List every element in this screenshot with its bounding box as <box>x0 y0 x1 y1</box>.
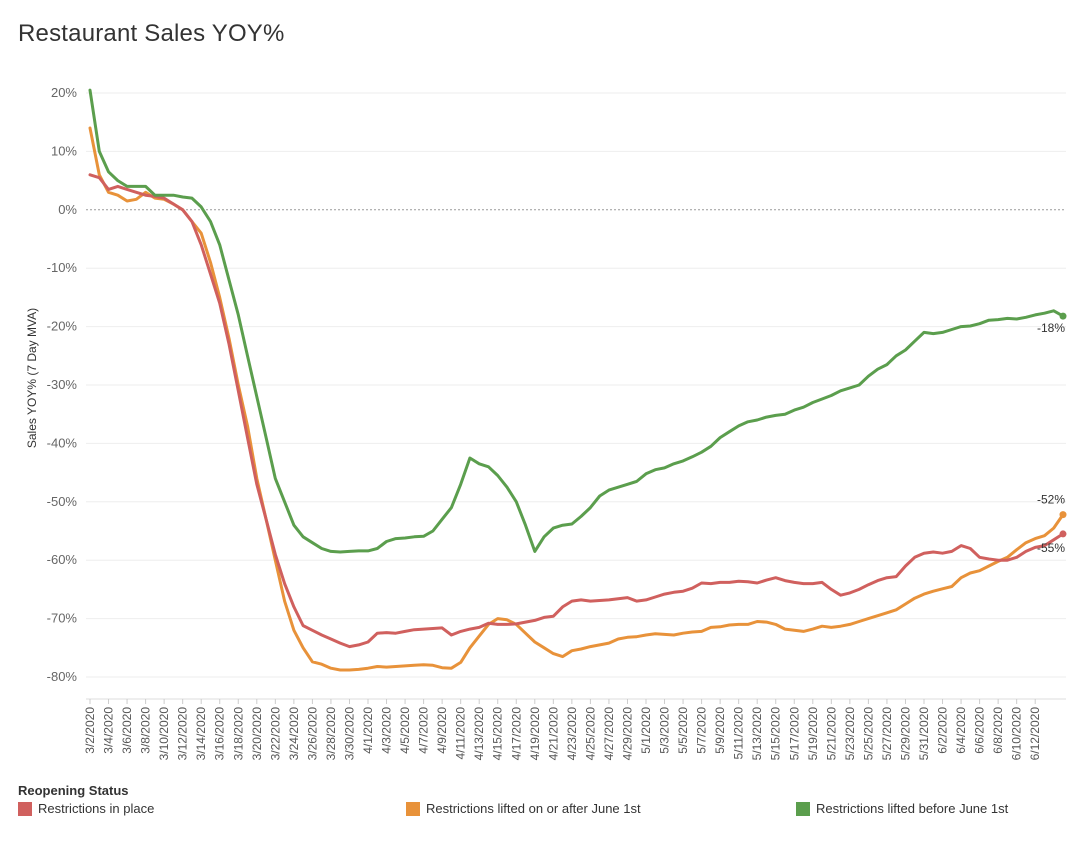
x-tick-label: 5/23/2020 <box>843 707 857 761</box>
x-tick-label: 5/19/2020 <box>806 707 820 761</box>
x-tick-label: 5/3/2020 <box>658 707 672 754</box>
series-end-point[interactable] <box>1059 530 1067 538</box>
series-line[interactable] <box>88 173 1065 649</box>
legend-title: Reopening Status <box>18 783 129 798</box>
x-tick-label: 5/25/2020 <box>861 707 875 761</box>
x-tick-label: 4/9/2020 <box>435 707 449 754</box>
x-tick-label: 3/10/2020 <box>157 707 171 761</box>
series-end-label: -18% <box>1037 321 1065 335</box>
x-tick-label: 4/1/2020 <box>361 707 375 754</box>
x-tick-label: 4/5/2020 <box>398 707 412 754</box>
x-tick-label: 3/2/2020 <box>83 707 97 754</box>
x-tick-label: 3/20/2020 <box>250 707 264 761</box>
x-tick-label: 4/29/2020 <box>620 707 634 761</box>
x-tick-label: 3/22/2020 <box>268 707 282 761</box>
y-tick-label: -80% <box>47 669 78 684</box>
x-tick-label: 5/27/2020 <box>880 707 894 761</box>
x-tick-label: 5/5/2020 <box>676 707 690 754</box>
x-tick-label: 4/3/2020 <box>380 707 394 754</box>
legend-item-restrictions-in-place[interactable]: Restrictions in place <box>18 801 154 816</box>
legend-label: Restrictions lifted on or after June 1st <box>426 801 641 816</box>
x-tick-label: 6/4/2020 <box>954 707 968 754</box>
x-tick-label: 3/14/2020 <box>194 707 208 761</box>
y-tick-label: -70% <box>47 611 78 626</box>
x-tick-label: 4/13/2020 <box>472 707 486 761</box>
x-tick-label: 4/15/2020 <box>491 707 505 761</box>
x-tick-label: 5/1/2020 <box>639 707 653 754</box>
x-tick-label: 3/6/2020 <box>120 707 134 754</box>
series-end-label: -52% <box>1037 493 1065 507</box>
x-tick-label: 4/25/2020 <box>583 707 597 761</box>
x-tick-label: 6/10/2020 <box>1010 707 1024 761</box>
x-tick-label: 5/9/2020 <box>713 707 727 754</box>
x-tick-label: 4/11/2020 <box>454 707 468 760</box>
y-axis: 20% 10% 0% -10% -20% -30% -40% -50% -60% -70% -80% <box>47 85 78 684</box>
x-tick-label: 4/27/2020 <box>602 707 616 761</box>
series-end-point[interactable] <box>1059 312 1067 320</box>
x-tick-label: 3/24/2020 <box>287 707 301 761</box>
x-tick-label: 3/26/2020 <box>305 707 319 761</box>
x-tick-label: 5/21/2020 <box>824 707 838 761</box>
y-tick-label: 10% <box>51 143 77 158</box>
series-end-label: -55% <box>1037 541 1065 555</box>
legend-label: Restrictions lifted before June 1st <box>816 801 1009 816</box>
y-tick-label: 0% <box>58 202 77 217</box>
y-tick-label: -50% <box>47 494 78 509</box>
x-tick-label: 3/28/2020 <box>324 707 338 761</box>
line-chart: 20% 10% 0% -10% -20% -30% -40% -50% -60% -70% -80%… <box>25 85 1067 761</box>
x-axis: 3/2/2020 3/4/2020 3/6/2020 3/8/2020 3/10/202… <box>83 698 1066 761</box>
x-tick-label: 4/7/2020 <box>417 707 431 754</box>
y-tick-label: -60% <box>47 552 78 567</box>
gridlines <box>86 92 1066 678</box>
x-tick-label: 3/4/2020 <box>102 707 116 754</box>
chart-title: Restaurant Sales YOY% <box>18 20 285 47</box>
legend-item-lifted-after-june[interactable]: Restrictions lifted on or after June 1st <box>406 801 641 816</box>
y-tick-label: -10% <box>47 260 78 275</box>
legend-swatch-orange <box>406 801 420 816</box>
x-tick-label: 5/31/2020 <box>917 707 931 761</box>
y-tick-label: -30% <box>47 377 78 392</box>
y-tick-label: -40% <box>47 435 78 450</box>
x-tick-label: 5/7/2020 <box>695 707 709 754</box>
x-tick-label: 5/17/2020 <box>787 707 801 761</box>
x-tick-label: 6/8/2020 <box>991 707 1005 754</box>
x-tick-label: 4/21/2020 <box>546 707 560 761</box>
x-tick-label: 3/12/2020 <box>176 707 190 761</box>
x-tick-label: 4/23/2020 <box>565 707 579 761</box>
x-tick-label: 4/17/2020 <box>509 707 523 761</box>
x-tick-label: 4/19/2020 <box>528 707 542 761</box>
x-tick-label: 6/2/2020 <box>936 707 950 754</box>
x-tick-label: 6/6/2020 <box>973 707 987 754</box>
series-line[interactable] <box>88 126 1065 672</box>
y-tick-label: -20% <box>47 319 78 334</box>
x-tick-label: 3/30/2020 <box>342 707 356 761</box>
x-tick-label: 5/15/2020 <box>769 707 783 761</box>
series-line[interactable] <box>88 88 1065 554</box>
series-lines <box>88 88 1067 672</box>
legend-swatch-red <box>18 801 32 816</box>
legend-swatch-green <box>796 801 810 816</box>
y-tick-label: 20% <box>51 85 77 100</box>
legend-label: Restrictions in place <box>38 801 155 816</box>
x-tick-label: 3/8/2020 <box>139 707 153 754</box>
x-tick-label: 6/12/2020 <box>1028 707 1042 761</box>
x-tick-label: 3/16/2020 <box>213 707 227 761</box>
x-tick-label: 3/18/2020 <box>231 707 245 761</box>
end-labels: -55% -52% -18% <box>1037 321 1065 555</box>
y-axis-label: Sales YOY% (7 Day MVA) <box>25 308 39 448</box>
series-end-point[interactable] <box>1059 511 1067 519</box>
x-tick-label: 5/29/2020 <box>898 707 912 761</box>
x-tick-label: 5/13/2020 <box>750 707 764 761</box>
x-tick-label: 5/11/2020 <box>732 707 746 760</box>
legend-item-lifted-before-june[interactable]: Restrictions lifted before June 1st <box>796 801 1008 816</box>
